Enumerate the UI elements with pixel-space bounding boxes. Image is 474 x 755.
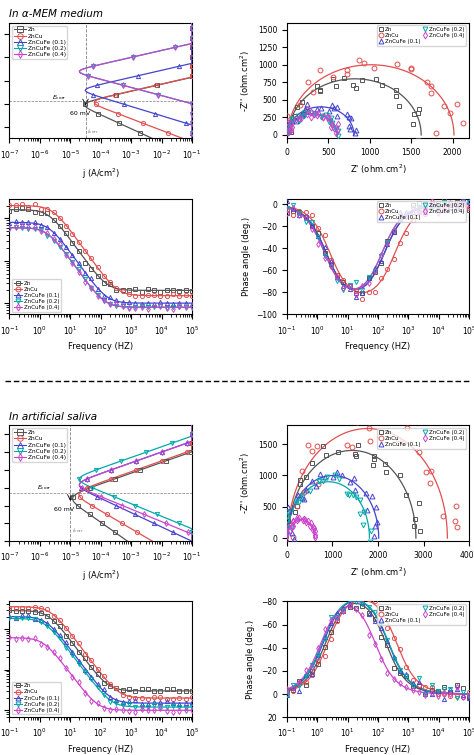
X-axis label: Z' (ohm.cm$^2$): Z' (ohm.cm$^2$)	[350, 163, 406, 176]
X-axis label: Frequency (HZ): Frequency (HZ)	[68, 342, 133, 351]
Legend: Zn, ZnCu, ZnCuFe (0.1), ZnCuFe (0.2), ZnCuFe (0.4): Zn, ZnCu, ZnCuFe (0.1), ZnCuFe (0.2), Zn…	[12, 26, 67, 59]
X-axis label: j (A/cm$^2$): j (A/cm$^2$)	[82, 166, 120, 180]
Y-axis label: Phase angle (deg.): Phase angle (deg.)	[246, 620, 255, 699]
Legend: Zn, ZnCu, ZnCuFe (0.1), ZnCuFe (0.2), ZnCuFe (0.4): Zn, ZnCu, ZnCuFe (0.1), ZnCuFe (0.2), Zn…	[12, 428, 67, 462]
Legend: Zn, ZnCu, ZnCuFe (0.1), ZnCuFe (0.2), ZnCuFe (0.4): Zn, ZnCu, ZnCuFe (0.1), ZnCuFe (0.2), Zn…	[377, 202, 466, 222]
X-axis label: Frequency (HZ): Frequency (HZ)	[68, 745, 133, 754]
X-axis label: Z' (ohm.cm$^2$): Z' (ohm.cm$^2$)	[350, 565, 406, 579]
Legend: Zn, ZnCu, ZnCuFe (0.1), ZnCuFe (0.2), ZnCuFe (0.4): Zn, ZnCu, ZnCuFe (0.1), ZnCuFe (0.2), Zn…	[12, 682, 61, 714]
Legend: Zn, ZnCu, ZnCuFe (0.1), ZnCuFe (0.2), ZnCuFe (0.4): Zn, ZnCu, ZnCuFe (0.1), ZnCuFe (0.2), Zn…	[377, 428, 466, 448]
Y-axis label: -Z'' (ohm.cm$^2$): -Z'' (ohm.cm$^2$)	[239, 50, 252, 112]
X-axis label: Frequency (HZ): Frequency (HZ)	[346, 745, 410, 754]
Legend: Zn, ZnCu, ZnCuFe (0.1), ZnCuFe (0.2), ZnCuFe (0.4): Zn, ZnCu, ZnCuFe (0.1), ZnCuFe (0.2), Zn…	[12, 279, 61, 312]
Text: $E_{\rm corr}$: $E_{\rm corr}$	[52, 93, 67, 102]
Legend: Zn, ZnCu, ZnCuFe (0.1), ZnCuFe (0.2), ZnCuFe (0.4): Zn, ZnCu, ZnCuFe (0.1), ZnCuFe (0.2), Zn…	[377, 604, 466, 625]
Text: In α-MEM medium: In α-MEM medium	[9, 9, 103, 19]
Text: $E_{\rm corr}$: $E_{\rm corr}$	[37, 483, 52, 492]
Y-axis label: Phase angle (deg.): Phase angle (deg.)	[242, 217, 251, 296]
Text: 60 mV: 60 mV	[55, 507, 74, 513]
Legend: Zn, ZnCu, ZnCuFe (0.1), ZnCuFe (0.2), ZnCuFe (0.4): Zn, ZnCu, ZnCuFe (0.1), ZnCuFe (0.2), Zn…	[377, 26, 466, 46]
X-axis label: Frequency (HZ): Frequency (HZ)	[346, 342, 410, 351]
Text: 60 mV: 60 mV	[70, 111, 90, 116]
Text: $i_{\rm corr}$: $i_{\rm corr}$	[87, 127, 99, 136]
Text: $i_{\rm corr}$: $i_{\rm corr}$	[72, 526, 84, 535]
Text: In artificial saliva: In artificial saliva	[9, 411, 98, 421]
X-axis label: j (A/cm$^2$): j (A/cm$^2$)	[82, 569, 120, 584]
Y-axis label: -Z'' (ohm.cm$^2$): -Z'' (ohm.cm$^2$)	[239, 452, 252, 514]
